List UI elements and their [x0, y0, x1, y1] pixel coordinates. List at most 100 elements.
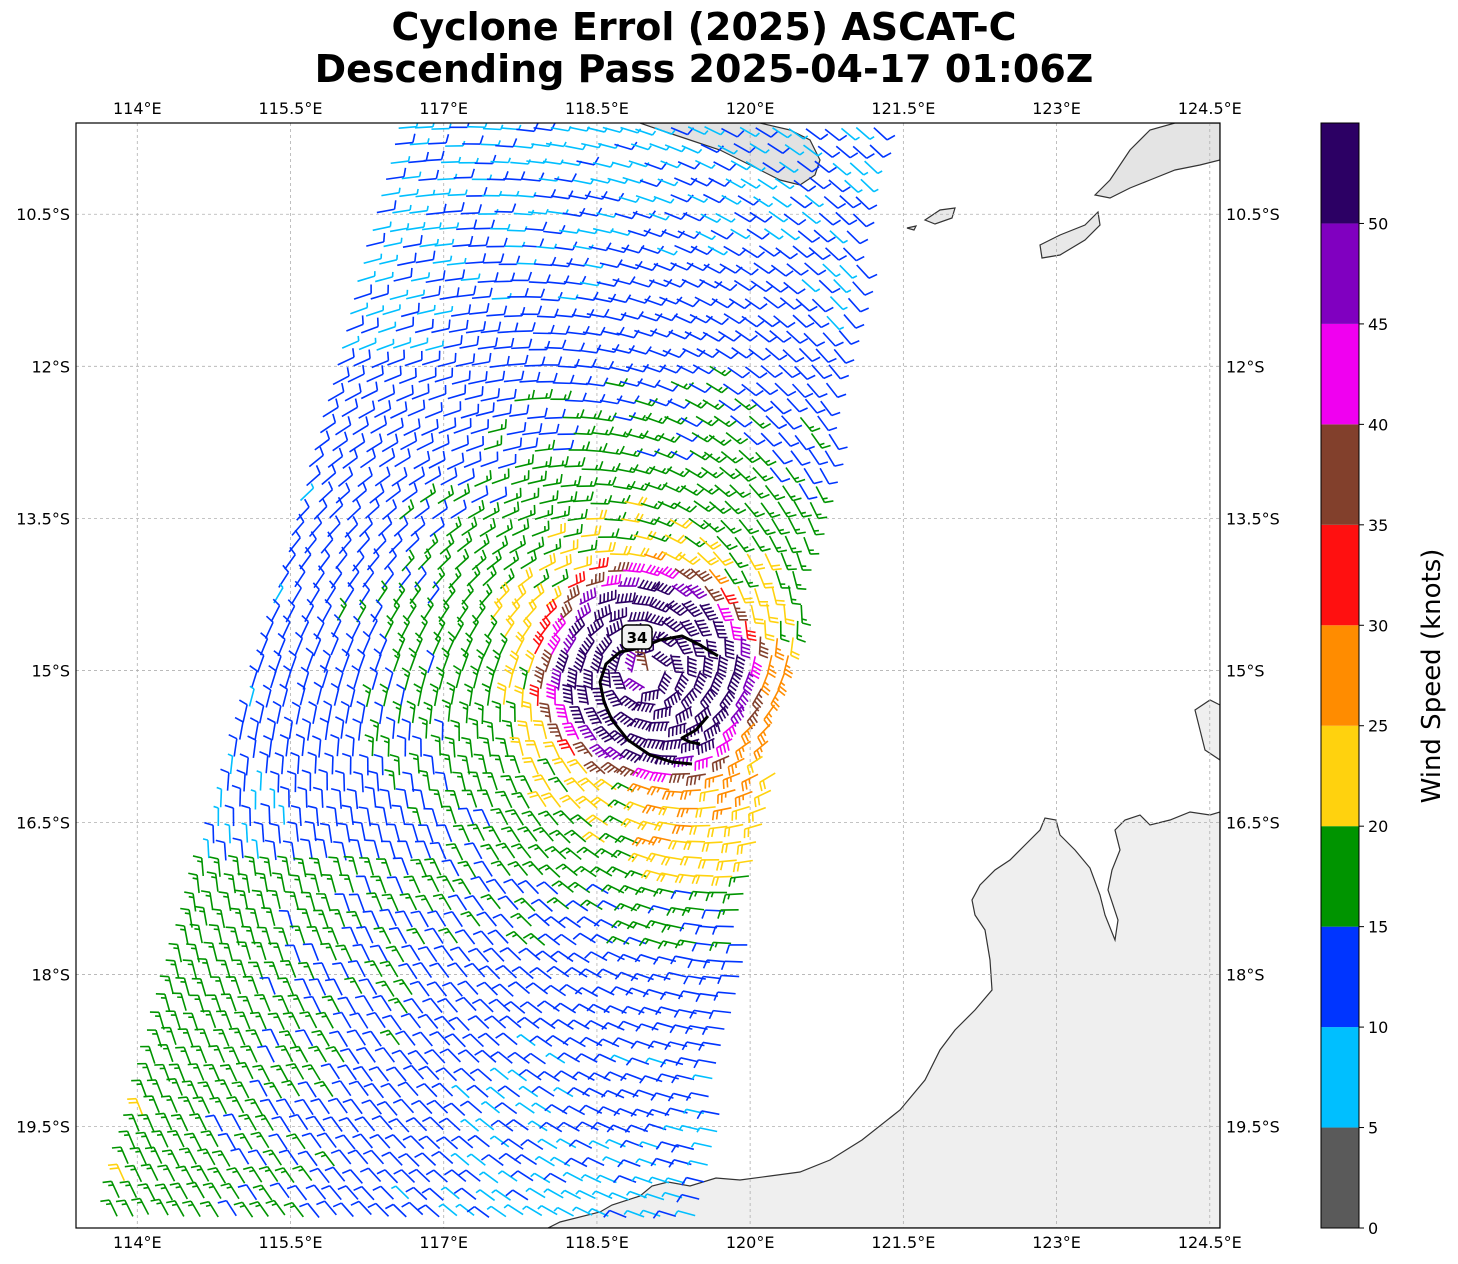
barb-feather: [711, 811, 715, 821]
wind-barb: [739, 126, 760, 138]
barb-feather: [763, 582, 773, 585]
wind-barb: [353, 284, 372, 300]
barb-feather: [392, 499, 398, 509]
barb-staff: [514, 462, 533, 469]
wind-barb: [408, 151, 430, 164]
barb-feather: [800, 269, 809, 276]
barb-half-feather: [607, 479, 612, 486]
barb-half-feather: [432, 123, 435, 128]
barb-feather: [797, 288, 806, 295]
wind-barb: [446, 257, 467, 266]
barb-half-feather: [633, 450, 637, 456]
barb-staff: [733, 279, 750, 291]
barb-feather: [412, 133, 416, 143]
barb-feather: [473, 219, 478, 229]
barb-feather: [759, 372, 768, 379]
wind-barb: [327, 447, 344, 468]
wind-barb: [764, 484, 786, 501]
barb-feather: [704, 742, 708, 752]
barb-feather: [477, 789, 487, 792]
barb-half-feather: [570, 495, 573, 502]
barb-staff: [471, 295, 491, 300]
barb-staff: [527, 478, 546, 485]
barb-staff: [603, 315, 622, 321]
barb-feather: [739, 438, 749, 445]
barb-staff: [618, 196, 637, 203]
wind-barb: [713, 415, 737, 428]
barb-feather: [791, 372, 801, 379]
barb-staff: [574, 364, 593, 369]
barb-staff: [390, 160, 409, 165]
barb-staff: [308, 454, 324, 468]
barb-staff: [804, 262, 819, 276]
barb-staff: [699, 278, 716, 289]
barb-half-feather: [778, 528, 785, 532]
barb-feather: [655, 313, 663, 322]
barb-half-feather: [449, 255, 453, 261]
barb-feather: [607, 495, 613, 505]
barb-staff: [855, 196, 870, 210]
barb-staff: [565, 145, 584, 151]
barb-half-feather: [835, 273, 841, 278]
wind-barb: [822, 332, 844, 347]
barb-feather: [485, 485, 489, 495]
barb-feather: [626, 428, 633, 438]
wind-barb: [379, 254, 399, 265]
wind-barb: [783, 213, 807, 226]
barb-feather: [689, 505, 698, 513]
barb-staff: [768, 210, 785, 223]
barb-feather: [527, 271, 533, 281]
barb-feather: [442, 270, 446, 280]
barb-staff: [598, 142, 616, 150]
wind-barb: [514, 322, 536, 333]
barb-feather: [303, 498, 310, 508]
barb-staff: [415, 258, 434, 264]
barb-staff: [581, 142, 599, 149]
barb-feather: [482, 321, 487, 331]
barb-staff: [767, 142, 784, 155]
wind-barb: [572, 491, 594, 503]
barb-staff: [860, 178, 875, 193]
wind-barb: [808, 449, 829, 466]
barb-staff: [528, 211, 547, 215]
wind-barb: [483, 253, 505, 264]
barb-staff: [829, 230, 844, 244]
wind-barb: [470, 419, 490, 435]
wind-barb: [592, 161, 614, 168]
barb-half-feather: [651, 130, 657, 136]
barb-staff: [691, 431, 708, 443]
barb-staff: [432, 442, 450, 452]
barb-staff: [444, 277, 463, 282]
barb-feather: [495, 790, 505, 794]
barb-staff: [528, 281, 547, 284]
barb-staff: [374, 474, 391, 487]
barb-feather: [414, 252, 417, 262]
wind-barb: [614, 210, 638, 220]
barb-staff: [470, 427, 489, 435]
barb-staff: [414, 327, 433, 334]
barb-staff: [387, 738, 390, 757]
barb-half-feather: [418, 171, 422, 177]
barb-half-feather: [681, 147, 686, 153]
wind-barb: [510, 470, 530, 486]
barb-feather: [542, 221, 548, 231]
barb-staff: [644, 162, 662, 170]
barb-feather: [571, 173, 577, 182]
barb-staff: [439, 295, 458, 300]
wind-barb: [780, 228, 801, 241]
barb-staff: [437, 177, 456, 181]
wind-barb: [382, 499, 398, 521]
barb-feather: [503, 237, 508, 247]
barb-staff: [376, 208, 395, 214]
barb-staff: [378, 325, 396, 334]
barb-half-feather: [748, 456, 755, 461]
barb-half-feather: [723, 250, 729, 256]
wind-barb: [372, 221, 392, 232]
barb-half-feather: [725, 420, 731, 425]
barb-half-feather: [746, 165, 751, 171]
barb-staff: [772, 127, 789, 139]
barb-staff: [434, 375, 453, 383]
barb-half-feather: [635, 197, 640, 203]
barb-staff: [496, 397, 515, 402]
barb-staff: [628, 348, 647, 355]
